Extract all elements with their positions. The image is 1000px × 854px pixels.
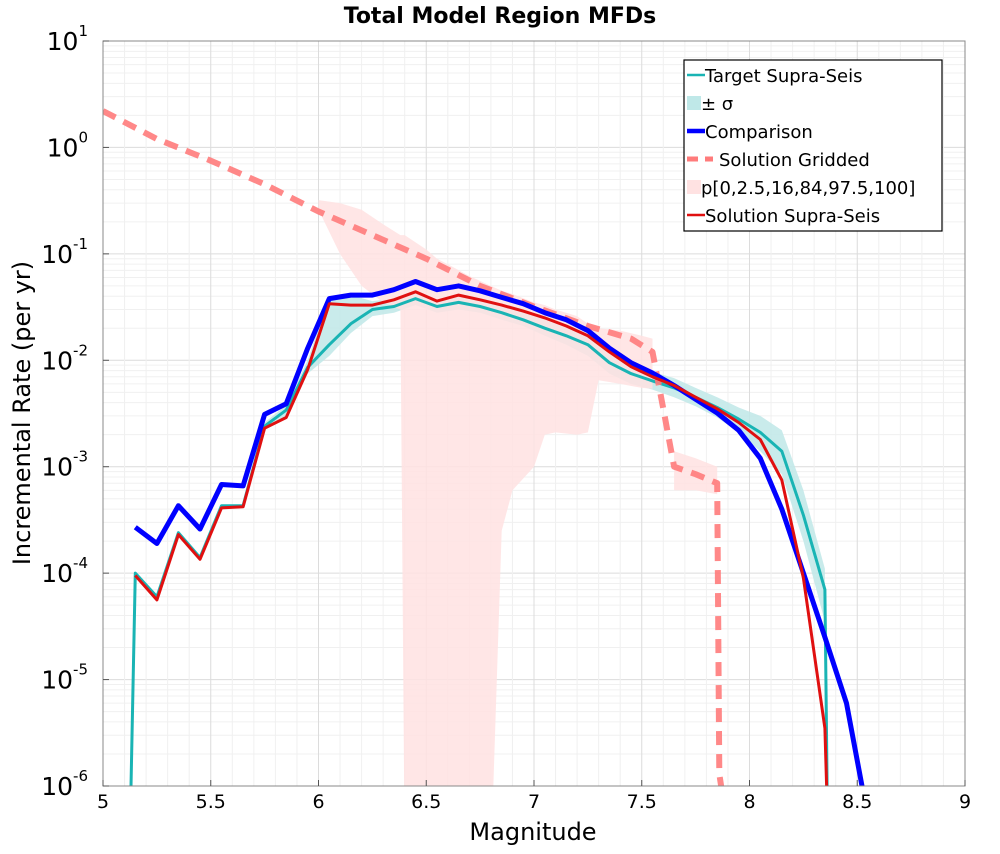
x-tick-label: 8.5: [842, 791, 872, 813]
legend-label: p[0,2.5,16,84,97.5,100]: [701, 178, 915, 199]
chart-title: Total Model Region MFDs: [344, 4, 657, 29]
x-tick-label: 6.5: [411, 791, 441, 813]
y-axis-ticks: 101 100 10-1 10-2 10-3 10-4 10-5 10-6: [41, 22, 109, 801]
y-axis-label: Incremental Rate (per yr): [8, 261, 36, 565]
x-tick-label: 6: [312, 791, 324, 813]
y-tick-label: 100: [47, 128, 88, 162]
legend-item: p[0,2.5,16,84,97.5,100]: [687, 178, 915, 199]
x-tick-label: 5: [97, 791, 109, 813]
x-axis-label: Magnitude: [469, 818, 596, 846]
legend-item: Solution Supra-Seis: [687, 206, 880, 227]
x-tick-label: 8: [743, 791, 755, 813]
x-axis-ticks: 5 5.5 6 6.5 7 7.5 8 8.5 9: [97, 780, 971, 813]
legend-label: ± σ: [701, 94, 733, 115]
legend-label: Solution Supra-Seis: [705, 206, 880, 227]
y-tick-label: 101: [47, 22, 88, 56]
legend: Target Supra-Seis ± σ Comparison Solution G…: [683, 59, 943, 232]
legend-box: [683, 59, 943, 232]
legend-item: Solution Gridded: [687, 150, 870, 171]
legend-item: ± σ: [687, 94, 733, 115]
legend-swatch: [687, 180, 701, 194]
y-tick-label: 10-1: [41, 235, 88, 269]
series-line: [134, 290, 829, 786]
legend-item: Comparison: [687, 122, 813, 143]
legend-label: Target Supra-Seis: [704, 66, 862, 87]
x-tick-label: 5.5: [196, 791, 226, 813]
legend-label: Solution Gridded: [719, 150, 870, 171]
y-tick-label: 10-4: [41, 554, 88, 588]
x-tick-label: 7: [528, 791, 540, 813]
y-tick-label: 10-3: [41, 448, 88, 482]
legend-swatch: [687, 96, 701, 110]
legend-label: Comparison: [705, 122, 813, 143]
y-tick-label: 10-2: [41, 341, 88, 375]
y-tick-label: 10-6: [41, 767, 88, 801]
y-tick-label: 10-5: [41, 661, 88, 695]
x-tick-label: 9: [959, 791, 971, 813]
legend-item: Target Supra-Seis: [687, 66, 862, 87]
band-area: [318, 200, 653, 786]
x-tick-label: 7.5: [627, 791, 657, 813]
series-line: [133, 279, 865, 786]
series-line: [103, 108, 725, 786]
band-area: [264, 291, 825, 622]
series: [103, 108, 865, 786]
